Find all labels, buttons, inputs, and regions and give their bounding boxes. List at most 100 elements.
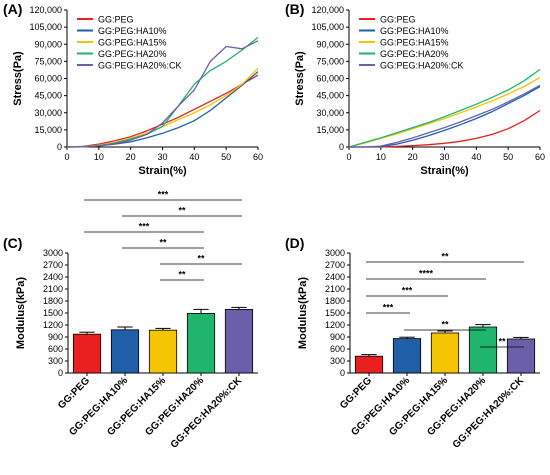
bar-2 xyxy=(430,332,460,374)
legend-label-4: GG:PEG:HA20%:CK xyxy=(380,61,464,71)
significance-label-1: **** xyxy=(419,269,434,279)
y-tick-label: 600 xyxy=(330,344,345,354)
significance-label-5: ** xyxy=(178,270,186,280)
x-tick-label: GG:PEG xyxy=(338,375,374,411)
y-tick-label: 3000 xyxy=(43,248,63,258)
line-chart-0: (A) 0 15,000 30,000 45,000 60,000 75,000 90,000… xyxy=(3,1,263,177)
y-tick-label: 1500 xyxy=(43,308,63,318)
bar-0 xyxy=(354,355,384,374)
y-tick-label: 2700 xyxy=(43,260,63,270)
line-chart-1: (B) 0 15,000 30,000 45,000 60,000 75,000 90,000… xyxy=(285,1,545,177)
x-axis-label: Strain(%) xyxy=(138,165,187,177)
series-line-2 xyxy=(66,67,259,148)
bar-chart-2: (C) 0 300 600 900 1200 1500 1800 2100 2400 2700 300… xyxy=(3,190,258,451)
significance-label-4: ** xyxy=(441,320,449,330)
x-tick-label: 0 xyxy=(346,152,351,162)
legend-label-1: GG:PEG:HA10% xyxy=(380,26,449,36)
y-tick-label: 45,000 xyxy=(34,91,62,101)
series-line-3 xyxy=(348,68,541,148)
y-tick-label: 120,000 xyxy=(311,5,344,15)
x-axis-label: Strain(%) xyxy=(420,165,469,177)
y-tick-label: 1500 xyxy=(325,308,345,318)
y-tick-label: 600 xyxy=(48,344,63,354)
y-tick-label: 300 xyxy=(330,356,345,366)
x-tick-label: 20 xyxy=(126,152,136,162)
bar-4 xyxy=(224,308,254,374)
bar-2 xyxy=(148,329,178,374)
x-tick-label: 20 xyxy=(408,152,418,162)
y-tick-label: 3000 xyxy=(325,248,345,258)
bar-3 xyxy=(186,312,216,374)
y-tick-label: 2100 xyxy=(43,284,63,294)
x-tick-label: 30 xyxy=(157,152,167,162)
significance-label-2: *** xyxy=(139,222,150,232)
y-tick-label: 0 xyxy=(57,142,62,152)
y-tick-label: 30,000 xyxy=(34,108,62,118)
legend-label-3: GG:PEG:HA20% xyxy=(380,49,449,59)
y-tick-label: 2700 xyxy=(325,260,345,270)
y-tick-label: 300 xyxy=(48,356,63,366)
series-line-0 xyxy=(349,109,541,148)
y-tick-label: 0 xyxy=(58,368,63,378)
y-tick-label: 30,000 xyxy=(316,108,344,118)
x-tick-label: 60 xyxy=(535,152,545,162)
panel-label: (A) xyxy=(3,1,22,17)
significance-label-0: ** xyxy=(441,252,449,262)
y-tick-label: 105,000 xyxy=(311,22,344,32)
legend-label-0: GG:PEG xyxy=(380,15,416,25)
significance-label-1: ** xyxy=(178,206,186,216)
series-line-4 xyxy=(349,84,541,148)
x-tick-label: 40 xyxy=(189,152,199,162)
y-tick-label: 900 xyxy=(330,332,345,342)
y-tick-label: 90,000 xyxy=(34,39,62,49)
y-axis-label: Stress(Pa) xyxy=(12,51,24,106)
significance-label-2: *** xyxy=(402,286,413,296)
y-tick-label: 15,000 xyxy=(316,125,344,135)
legend-label-0: GG:PEG xyxy=(98,15,134,25)
y-tick-label: 900 xyxy=(48,332,63,342)
y-tick-label: 2400 xyxy=(43,272,63,282)
y-tick-label: 120,000 xyxy=(29,5,62,15)
series-line-4 xyxy=(66,40,259,148)
y-tick-label: 75,000 xyxy=(34,56,62,66)
x-tick-label: 30 xyxy=(439,152,449,162)
y-tick-label: 1800 xyxy=(43,296,63,306)
significance-label-5: ** xyxy=(498,337,506,347)
x-tick-label: 50 xyxy=(503,152,513,162)
x-tick-label: 60 xyxy=(253,152,263,162)
bar-1 xyxy=(392,338,422,374)
panel-label: (B) xyxy=(285,1,304,17)
x-tick-label: 10 xyxy=(94,152,104,162)
panel-label: (D) xyxy=(285,235,304,251)
bar-0 xyxy=(72,333,102,374)
x-tick-label: 50 xyxy=(221,152,231,162)
x-tick-label: GG:PEG:HA20%:CK xyxy=(451,375,527,451)
y-tick-label: 45,000 xyxy=(316,91,344,101)
y-axis-label: Modulus(kPa) xyxy=(297,277,309,349)
legend-label-3: GG:PEG:HA20% xyxy=(98,49,167,59)
y-tick-label: 2100 xyxy=(325,284,345,294)
bar-chart-3: (D) 0 300 600 900 1200 1500 1800 2100 2400 2700 300… xyxy=(285,235,540,451)
x-tick-label: GG:PEG:HA20%:CK xyxy=(169,375,245,451)
significance-label-4: ** xyxy=(197,254,205,264)
legend-label-2: GG:PEG:HA15% xyxy=(380,38,449,48)
y-tick-label: 75,000 xyxy=(316,56,344,66)
significance-label-3: *** xyxy=(383,303,394,313)
panel-label: (C) xyxy=(3,235,22,251)
y-tick-label: 0 xyxy=(340,368,345,378)
y-tick-label: 1200 xyxy=(43,320,63,330)
y-tick-label: 1800 xyxy=(325,296,345,306)
y-tick-label: 2400 xyxy=(325,272,345,282)
legend-label-2: GG:PEG:HA15% xyxy=(98,38,167,48)
legend-label-1: GG:PEG:HA10% xyxy=(98,26,167,36)
y-axis-label: Modulus(kPa) xyxy=(15,277,27,349)
y-tick-label: 1200 xyxy=(325,320,345,330)
y-axis-label: Stress(Pa) xyxy=(294,51,306,106)
series-line-1 xyxy=(66,71,259,148)
y-tick-label: 60,000 xyxy=(316,74,344,84)
series-line-0 xyxy=(66,74,259,148)
y-tick-label: 0 xyxy=(339,142,344,152)
bar-3 xyxy=(468,326,498,374)
